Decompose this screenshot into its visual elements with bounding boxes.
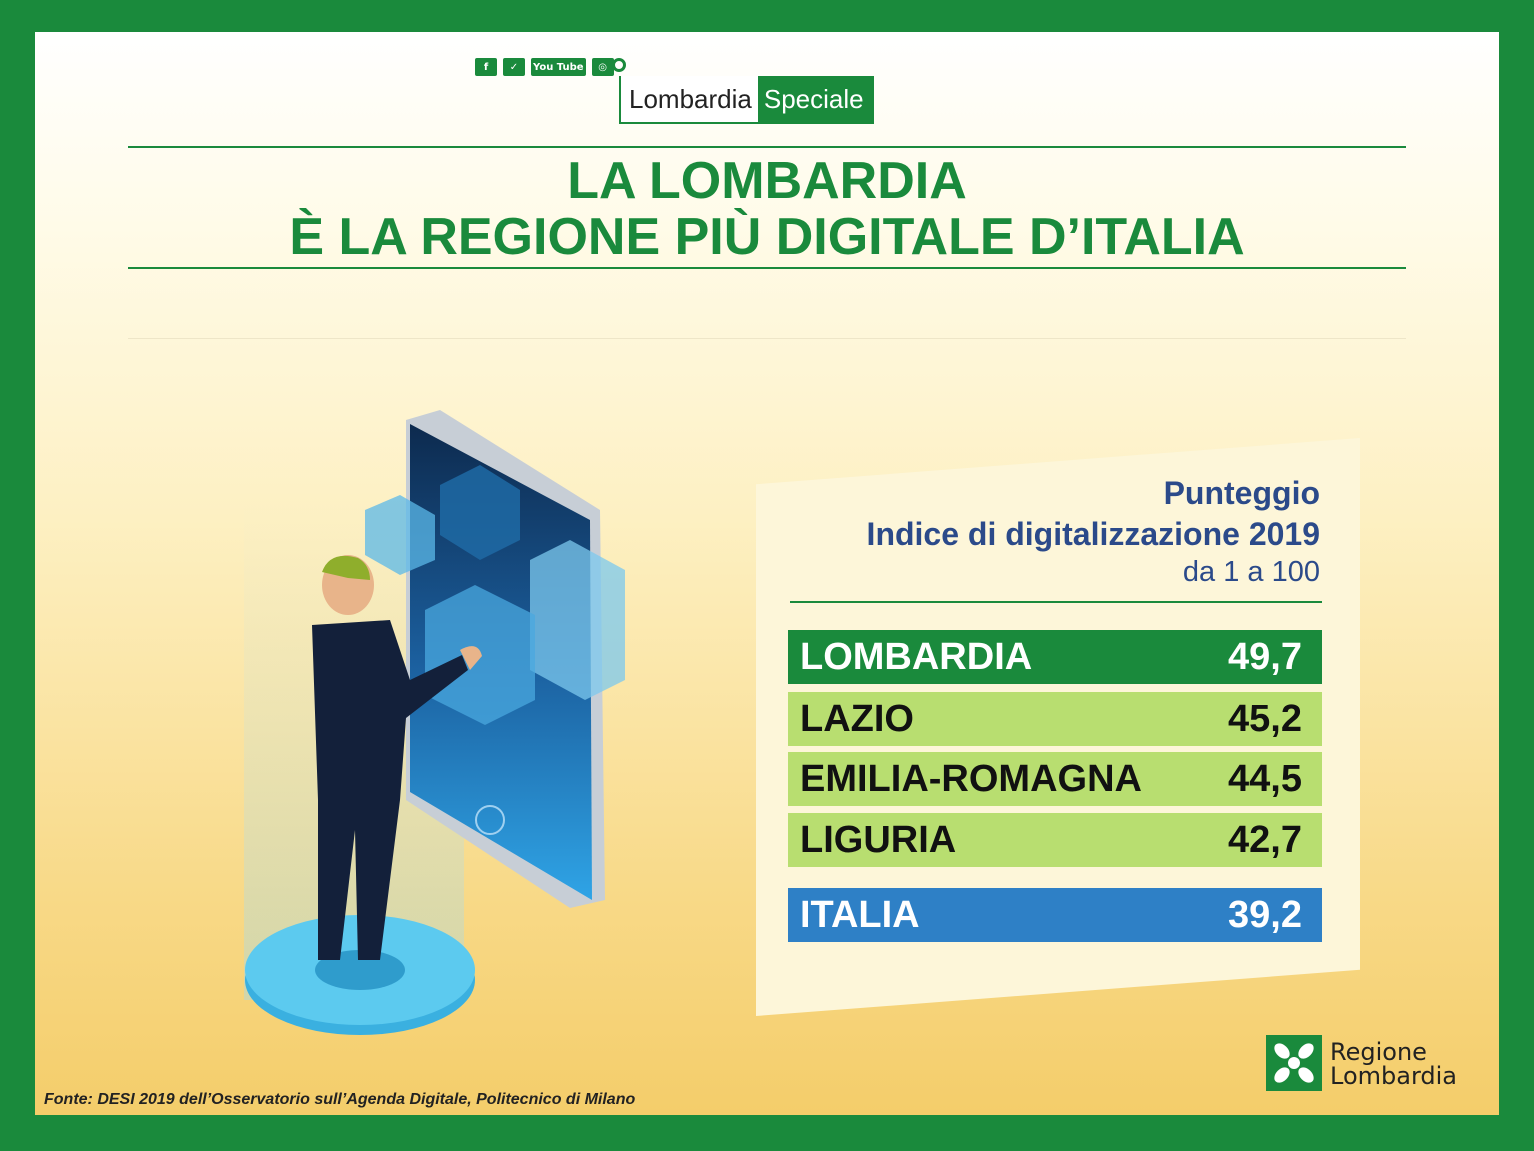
region-name: ITALIA: [800, 893, 920, 936]
instagram-icon[interactable]: ◎: [591, 58, 614, 76]
table-row: EMILIA-ROMAGNA 44,5: [788, 752, 1322, 806]
regione-lombardia-logo-icon[interactable]: [1266, 1035, 1322, 1091]
region-score: 39,2: [1228, 893, 1302, 936]
card-heading-1: Punteggio: [1163, 475, 1320, 511]
social-icons: f ✓ You Tube ◎: [475, 58, 614, 76]
card-heading-3: da 1 a 100: [1182, 556, 1320, 588]
faint-divider: [128, 338, 1406, 339]
region-score: 42,7: [1228, 818, 1302, 861]
region-score: 49,7: [1228, 635, 1302, 678]
title-bold: LOMBARDIA: [649, 152, 967, 210]
source-note: Fonte: DESI 2019 dell’Osservatorio sull’…: [44, 1091, 636, 1108]
brand-left: Lombardia: [621, 76, 758, 122]
title-prefix: LA: [567, 152, 650, 210]
table-row: LOMBARDIA 49,7: [788, 630, 1322, 684]
location-pin-icon: [612, 58, 626, 72]
facebook-icon[interactable]: f: [475, 58, 497, 76]
brand-right: Speciale: [757, 76, 872, 122]
card-heading-2: Indice di digitalizzazione 2019: [866, 516, 1320, 552]
twitter-icon[interactable]: ✓: [503, 58, 525, 76]
table-row: LAZIO 45,2: [788, 692, 1322, 746]
total-row: ITALIA 39,2: [788, 888, 1322, 942]
region-score: 44,5: [1228, 757, 1302, 800]
logo-line-2: Lombardia: [1330, 1062, 1458, 1090]
region-name: EMILIA-ROMAGNA: [800, 757, 1142, 800]
title-line-2: È LA REGIONE PIÙ DIGITALE D’ITALIA: [289, 208, 1245, 266]
title-rule-top: [128, 146, 1406, 148]
man-with-smartphone-illustration: [244, 410, 625, 1035]
title-rule-bottom: [128, 267, 1406, 269]
regione-lombardia-logo-text: Regione Lombardia: [1330, 1040, 1457, 1088]
region-name: LIGURIA: [800, 818, 957, 861]
youtube-icon[interactable]: You Tube: [531, 58, 586, 76]
table-row: LIGURIA 42,7: [788, 813, 1322, 867]
lombardia-speciale-logo: Lombardia Speciale: [619, 76, 874, 124]
region-name: LAZIO: [800, 697, 914, 740]
card-rule: [790, 601, 1322, 603]
logo-line-1: Regione: [1330, 1038, 1427, 1066]
region-name: LOMBARDIA: [800, 635, 1033, 678]
title-line-1: LA LOMBARDIA: [128, 152, 1406, 210]
region-score: 45,2: [1228, 697, 1302, 740]
